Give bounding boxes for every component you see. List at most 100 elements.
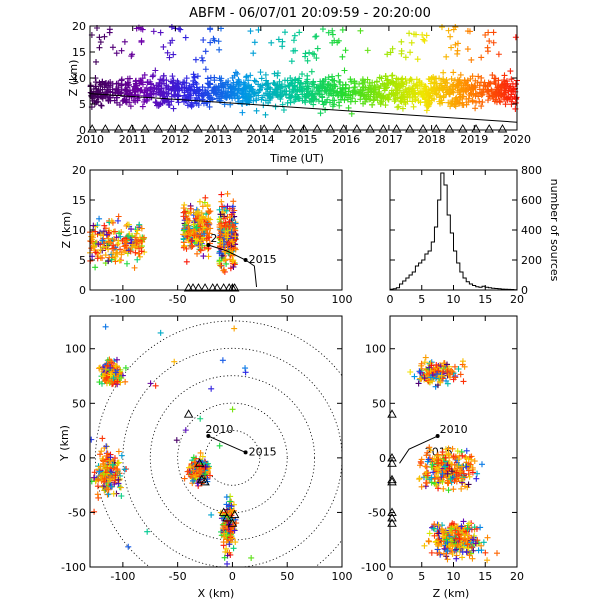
time-station-marker [338,124,349,133]
time-source-marker [207,39,214,46]
time-ytick-label: 10 [72,72,86,85]
histogram-bar [434,227,437,290]
time-station-marker [325,124,336,133]
time-source-marker [329,31,336,38]
time-source-marker [260,92,267,99]
zy-source-marker [457,371,464,378]
zy-source-marker [425,456,432,463]
xz-source-marker [183,258,190,265]
time-source-marker [309,50,316,57]
xy-source-marker [219,357,226,364]
time-source-marker [277,84,284,91]
time-source-marker [182,34,189,41]
zy-source-marker [422,463,429,470]
zy-source-marker [445,480,452,487]
time-source-marker [302,50,309,57]
zy-source-marker [455,456,462,463]
time-source-marker [181,79,188,86]
zy-source-marker [447,475,454,482]
time-source-marker [478,103,485,110]
histogram-bar [441,173,444,290]
xz-source-marker [114,217,121,224]
xy-xtick-label: -100 [110,570,135,583]
xy-source-marker [196,462,203,469]
zy-source-marker [445,487,452,494]
xz-source-marker [119,237,126,244]
zy-source-marker [411,373,418,380]
xz-track-end-label: 2015 [249,253,277,266]
histogram-step-line [389,172,517,291]
zy-source-marker [458,523,465,530]
time-source-marker [427,80,434,87]
time-source-marker [228,85,235,92]
zy-source-marker [435,522,442,529]
zy-source-marker [465,545,472,552]
histogram-bar [444,185,447,290]
xz-source-marker [217,240,224,247]
time-source-marker [394,89,401,96]
time-source-marker [275,36,282,43]
time-source-marker [139,26,146,33]
xy-source-marker [194,480,201,487]
histogram-bar [457,263,460,290]
xy-track-start-label: 2010 [205,423,233,436]
xy-track-end-dot [243,450,248,455]
time-source-marker [472,105,479,112]
zy-source-marker [416,368,423,375]
time-source-marker [366,82,373,89]
zy-source-marker [453,478,460,485]
time-source-marker [426,76,433,83]
time-source-marker [282,29,289,36]
xy-source-marker [100,471,107,478]
time-source-marker [98,94,105,101]
xz-source-marker [92,240,99,247]
time-source-marker [109,89,116,96]
time-source-marker [188,103,195,110]
zy-source-marker [428,474,435,481]
histogram-bar [466,282,469,290]
time-source-marker [453,98,460,105]
time-source-marker [378,94,385,101]
time-source-marker [420,36,427,43]
time-source-marker [144,79,151,86]
time-source-marker [101,80,108,87]
time-source-marker [242,85,249,92]
xy-source-marker [106,457,113,464]
time-source-marker [252,89,259,96]
time-source-marker [413,31,420,38]
xz-source-marker [181,231,188,238]
xz-ytick-label: 20 [72,164,86,177]
zy-source-marker [443,536,450,543]
histogram-bar [409,275,412,290]
hist-ytick-label: 600 [521,194,542,207]
time-source-marker [444,88,451,95]
zy-source-marker [480,539,487,546]
time-source-marker [138,39,145,46]
time-source-marker [356,80,363,87]
zy-source-marker [422,354,429,361]
xz-source-marker [204,246,211,253]
zy-source-marker [423,480,430,487]
zy-source-marker [439,533,446,540]
xz-source-marker [198,239,205,246]
xy-source-marker [226,541,233,548]
xz-source-marker [199,219,206,226]
time-source-marker [456,96,463,103]
xy-ytick-label: 100 [65,343,86,356]
time-source-marker [490,29,497,36]
time-source-marker [342,81,349,88]
xy-source-marker [224,560,231,567]
time-source-marker [242,90,249,97]
time-source-marker [337,96,344,103]
time-source-marker [342,47,349,54]
xy-ytick-label: -50 [68,506,86,519]
time-source-marker [270,90,277,97]
zy-source-marker [424,449,431,456]
xy-source-marker [121,466,128,473]
time-source-marker [222,82,229,89]
time-source-marker [266,84,273,91]
xz-source-marker [196,227,203,234]
time-station-marker [405,124,415,133]
time-source-marker [417,88,424,95]
time-source-marker [493,91,500,98]
